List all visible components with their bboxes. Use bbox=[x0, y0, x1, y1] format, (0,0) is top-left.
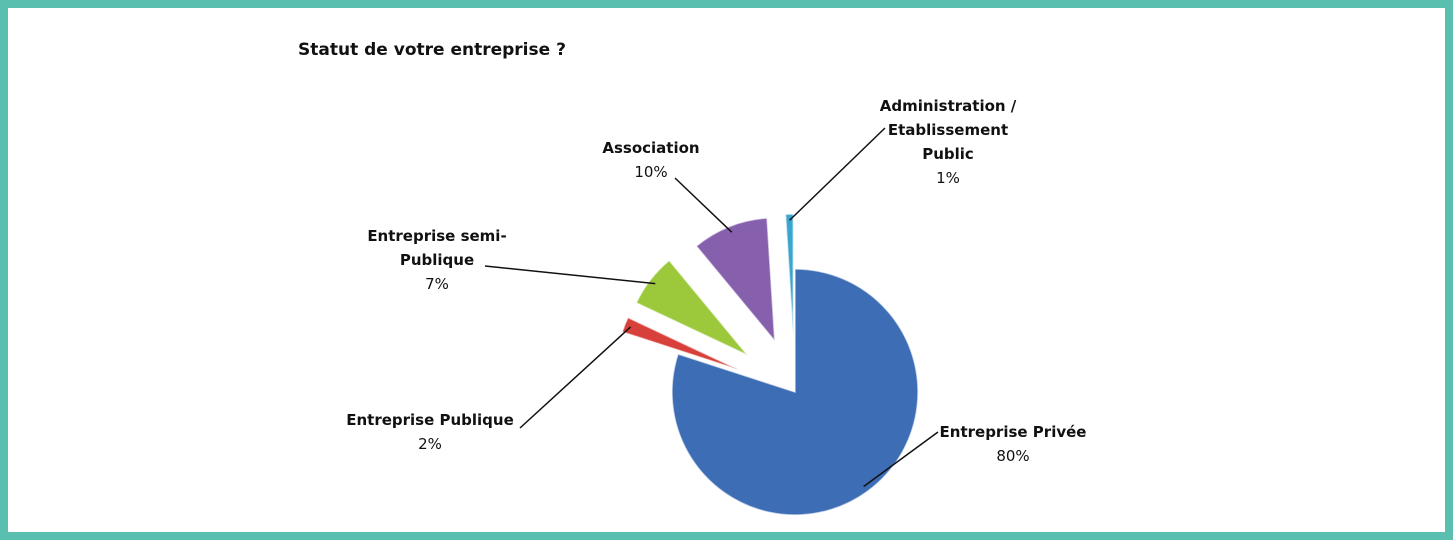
leader-line bbox=[484, 265, 656, 285]
value-label: 1% bbox=[936, 169, 960, 187]
value-label: 10% bbox=[634, 163, 668, 181]
pie-slice bbox=[784, 213, 795, 338]
leader-line bbox=[863, 431, 939, 488]
category-label: Association bbox=[602, 139, 700, 157]
data-label: Entreprise Publique 2% bbox=[345, 408, 515, 456]
leader-line bbox=[674, 177, 733, 233]
chart-title: Statut de votre entreprise ? bbox=[298, 40, 566, 60]
leader-line bbox=[789, 127, 886, 221]
data-label: Entreprise semi-Publique 7% bbox=[352, 224, 522, 296]
category-label: Entreprise Publique bbox=[346, 411, 514, 429]
pie-slice bbox=[695, 217, 776, 344]
data-label: Entreprise Privée 80% bbox=[928, 420, 1098, 468]
pie-slice bbox=[621, 316, 740, 371]
category-label: Entreprise semi-Publique bbox=[367, 227, 507, 269]
value-label: 2% bbox=[418, 435, 442, 453]
data-label: Association 10% bbox=[566, 136, 736, 184]
category-label: Entreprise Privée bbox=[939, 423, 1087, 441]
data-label: Administration / Etablissement Public 1% bbox=[863, 94, 1033, 190]
value-label: 80% bbox=[996, 447, 1030, 465]
pie-slice bbox=[671, 268, 919, 516]
category-label: Administration / Etablissement Public bbox=[879, 97, 1017, 163]
leader-line bbox=[519, 326, 632, 429]
pie-slice bbox=[635, 259, 749, 356]
value-label: 7% bbox=[425, 275, 449, 293]
